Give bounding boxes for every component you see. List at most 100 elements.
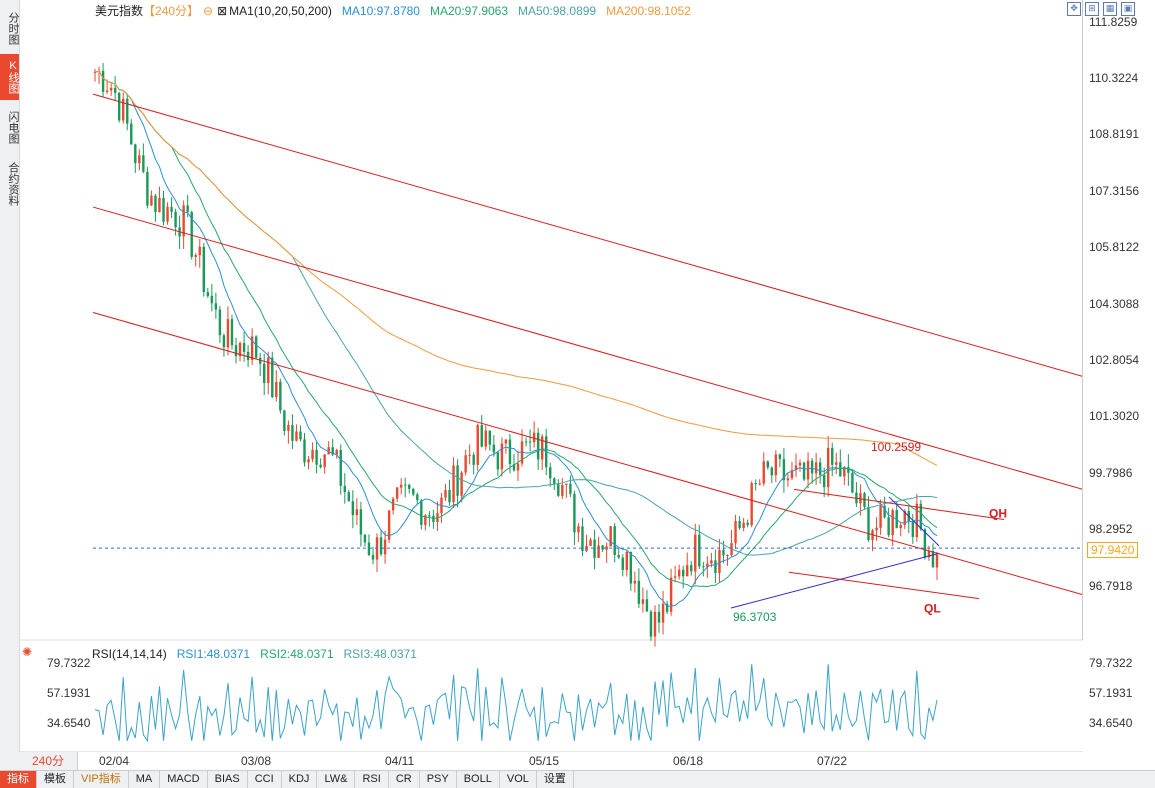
rsi1-value: RSI1:48.0371 <box>176 647 251 661</box>
period-label: 【240分】 <box>143 4 200 18</box>
toolbar-settings[interactable]: 设置 <box>537 771 574 788</box>
candle-body <box>117 92 121 121</box>
side-tabs: 分时图 K线图 闪电图 合约资料 <box>0 0 20 770</box>
grid-icon[interactable]: ▦ <box>1103 2 1117 16</box>
candle-body <box>206 292 210 296</box>
candle-body <box>758 483 761 485</box>
candle-body <box>686 565 689 577</box>
tab-flash[interactable]: 闪电图 <box>7 110 19 144</box>
candle-body <box>404 484 407 486</box>
candle-body <box>254 336 258 358</box>
ma200-value: MA200:98.1052 <box>606 4 691 18</box>
channel-line <box>92 311 1083 596</box>
settings-icon[interactable]: ⊖ <box>203 4 214 18</box>
candle-body <box>432 515 435 523</box>
toolbar-indicators[interactable]: 指标 <box>0 771 37 788</box>
candle-body <box>367 542 371 556</box>
toolbar-cci[interactable]: CCI <box>248 771 282 788</box>
candle-body <box>806 460 810 480</box>
candle-body <box>331 447 334 455</box>
qh-line <box>793 488 1005 521</box>
candle-body <box>122 98 125 121</box>
rsi-label-left: 34.6540 <box>47 716 91 730</box>
candle-body <box>263 363 266 383</box>
candle-body <box>275 381 278 398</box>
price-label: 107.3156 <box>1089 184 1140 198</box>
candle-body <box>387 510 391 540</box>
toolbar-rsi[interactable]: RSI <box>355 771 389 788</box>
candle-body <box>557 484 560 496</box>
ma20-line <box>94 70 938 588</box>
toolbar-lw[interactable]: LW& <box>317 771 356 788</box>
candle-body <box>444 490 447 498</box>
candle-body <box>238 342 242 357</box>
toolbar-cr[interactable]: CR <box>389 771 420 788</box>
candle-body <box>351 501 355 516</box>
price-label: 102.8054 <box>1089 353 1140 367</box>
period-selector[interactable]: 240分 <box>19 752 78 770</box>
candle-body <box>540 436 544 460</box>
toolbar-kdj[interactable]: KDJ <box>282 771 318 788</box>
candle-body <box>194 255 197 257</box>
toolbar-macd[interactable]: MACD <box>160 771 208 788</box>
toolbar-psy[interactable]: PSY <box>420 771 457 788</box>
ql-line <box>788 571 980 600</box>
channel-line <box>92 93 1083 377</box>
candle-body <box>629 551 633 584</box>
candle-body <box>291 425 294 441</box>
candle-body <box>859 493 862 504</box>
candle-body <box>528 441 532 443</box>
candle-body <box>218 309 222 336</box>
candle-body <box>581 526 584 551</box>
toolbar-vip[interactable]: VIP指标 <box>74 771 129 788</box>
toolbar-template[interactable]: 模板 <box>37 771 74 788</box>
candle-body <box>214 303 218 310</box>
candle-body <box>174 211 177 228</box>
move-icon[interactable]: ✥ <box>1067 2 1081 16</box>
toolbar-boll[interactable]: BOLL <box>457 771 500 788</box>
candle-body <box>283 410 286 431</box>
candle-body <box>488 430 492 445</box>
candle-body <box>246 351 250 360</box>
candle-body <box>665 603 669 612</box>
price-label: 111.8259 <box>1089 15 1138 29</box>
candle-body <box>742 522 745 529</box>
candle-body <box>593 539 596 558</box>
date-label: 03/08 <box>241 754 272 768</box>
tab-timeshare[interactable]: 分时图 <box>7 11 19 45</box>
candle-body <box>617 555 620 558</box>
candle-body <box>931 550 935 568</box>
candle-body <box>242 342 246 352</box>
toolbar-ma[interactable]: MA <box>129 771 161 788</box>
candle-body <box>186 205 189 212</box>
candle-body <box>363 534 367 543</box>
rsi-settings-icon[interactable]: ✺ <box>22 645 33 659</box>
rsi2-value: RSI2:48.0371 <box>260 647 334 661</box>
price-label: 108.8191 <box>1089 127 1140 141</box>
rsi-label: 34.6540 <box>1089 716 1133 730</box>
candle-body <box>492 444 496 453</box>
candle-body <box>355 509 359 516</box>
tab-contract-info[interactable]: 合约资料 <box>7 162 19 206</box>
ma20-value: MA20:97.9063 <box>429 4 509 18</box>
price-label: 110.3224 <box>1089 71 1139 85</box>
candle-body <box>428 515 431 517</box>
ma10-line <box>94 70 938 608</box>
tab-kline[interactable]: K线图 <box>0 54 19 100</box>
candle-body <box>669 577 673 612</box>
candle-body <box>520 441 524 464</box>
candle-body <box>287 425 290 431</box>
candle-body <box>399 484 403 488</box>
candle-body <box>424 515 427 526</box>
rsi-label: 79.7322 <box>1089 656 1133 670</box>
zoom-in-icon[interactable]: ⊞ <box>1085 2 1099 16</box>
toolbar-bias[interactable]: BIAS <box>208 771 248 788</box>
candle-body <box>818 462 822 476</box>
maximize-icon[interactable]: ▣ <box>1121 2 1135 16</box>
candle-body <box>694 534 697 572</box>
candlestick-chart[interactable]: 100.2599 96.3703 QH QL <box>19 0 1083 752</box>
toolbar-vol[interactable]: VOL <box>500 771 537 788</box>
price-label: 101.3020 <box>1089 409 1140 423</box>
candle-body <box>553 478 556 485</box>
ma-toggle-icon[interactable]: ⊠ <box>217 4 228 18</box>
